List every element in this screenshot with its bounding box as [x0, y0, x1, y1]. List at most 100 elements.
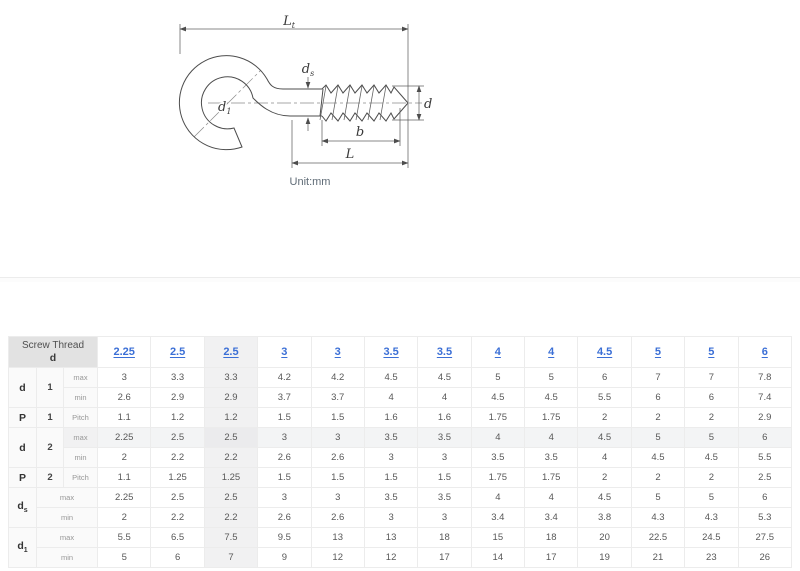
value-cell: 3	[257, 487, 312, 508]
value-cell: 4.3	[630, 507, 686, 528]
value-cell: 7.5	[203, 527, 259, 548]
value-cell: 5.5	[737, 447, 793, 468]
table-row: d 1 max 3 3.3 3.3 4.2 4.2 4.5 4.5 5 5 6 7 7 7.8	[8, 367, 793, 408]
column-header-link[interactable]: 3	[310, 336, 365, 368]
value-cell: 3.5	[470, 447, 526, 468]
row-label-d1: d1	[8, 527, 37, 568]
value-cell: 1.5	[417, 467, 472, 488]
row-label-min: min	[62, 447, 99, 468]
value-cell: 3.7	[257, 387, 312, 408]
column-header-link[interactable]: 3	[257, 336, 312, 368]
column-header-link[interactable]: 6	[737, 336, 793, 368]
value-cell: 3	[257, 427, 312, 448]
thread-flanks	[319, 85, 387, 121]
value-cell: 4.5	[524, 387, 579, 408]
unit-note: Unit:mm	[289, 176, 331, 188]
value-cell: 3	[97, 367, 152, 388]
column-header-link[interactable]: 4	[470, 336, 526, 368]
value-cell: 3.5	[417, 487, 472, 508]
column-header-link[interactable]: 4.5	[577, 336, 632, 368]
value-cell: 2	[684, 467, 739, 488]
value-cell: 3.5	[524, 447, 579, 468]
value-cell: 4.5	[470, 387, 526, 408]
value-cell: 21	[630, 547, 686, 568]
value-cell: 2.25	[97, 487, 152, 508]
value-cell: 1.5	[363, 467, 419, 488]
value-cell: 1.25	[150, 467, 205, 488]
value-cell: 3	[310, 487, 365, 508]
value-cell: 17	[417, 547, 472, 568]
table-row: P 2 Pitch 1.1 1.25 1.25 1.5 1.5 1.5 1.5 1.75 1.75 2 2…	[8, 467, 793, 488]
value-cell: 4.5	[577, 487, 632, 508]
value-cell: 2	[630, 467, 686, 488]
value-cell: 2.9	[203, 387, 259, 408]
value-cell: 1.75	[470, 467, 526, 488]
value-cell: 2.6	[310, 507, 365, 528]
value-cell: 2.9	[150, 387, 205, 408]
value-cell: 7.4	[737, 387, 793, 408]
total-length-label: Lt	[282, 14, 296, 30]
value-cell: 2.9	[737, 407, 793, 428]
column-header-link[interactable]: 4	[524, 336, 579, 368]
value-cell: 1.1	[97, 467, 152, 488]
value-cell: 1.5	[257, 467, 312, 488]
value-cell: 17	[524, 547, 579, 568]
value-cell: 7	[203, 547, 259, 568]
row-label-pitch: Pitch	[62, 407, 99, 428]
hook-outline	[178, 55, 322, 151]
column-header-link[interactable]: 5	[630, 336, 686, 368]
table-row: min 2 2.2 2.2 2.6 2.6 3 3 3.4 3.4 3.8 4.3 4.3 5.3	[9, 507, 793, 528]
value-cell: 5	[630, 487, 686, 508]
row-label-min: min	[62, 387, 99, 408]
value-cell: 3	[417, 447, 472, 468]
value-cell: 3.7	[310, 387, 365, 408]
row-label-1: 1	[36, 407, 64, 428]
value-cell: 5	[630, 427, 686, 448]
column-header-link[interactable]: 3.5	[363, 336, 419, 368]
value-cell: 3	[363, 447, 419, 468]
value-cell: 1.75	[524, 467, 579, 488]
value-cell: 2	[577, 407, 632, 428]
column-header-link[interactable]: 2.25	[97, 336, 152, 368]
value-cell: 1.5	[310, 407, 365, 428]
value-cell: 6	[630, 387, 686, 408]
column-header-link[interactable]: 5	[684, 336, 739, 368]
row-label-ds: ds	[8, 487, 37, 528]
screw-length-label: L	[345, 147, 355, 162]
dimension-total-length: Lt	[179, 14, 409, 168]
value-cell: 2.6	[257, 447, 312, 468]
shank-diameter-label: ds	[302, 62, 314, 78]
value-cell: 4.5	[684, 447, 739, 468]
value-cell: 1.5	[310, 467, 365, 488]
value-cell: 4	[417, 387, 472, 408]
value-cell: 2.6	[257, 507, 312, 528]
value-cell: 4.2	[310, 367, 365, 388]
value-cell: 3.3	[203, 367, 259, 388]
dimension-shank-diameter: ds	[302, 62, 314, 131]
value-cell: 2.5	[203, 487, 259, 508]
row-label-max: max	[62, 427, 99, 448]
value-cell: 5	[684, 427, 739, 448]
value-cell: 4.5	[577, 427, 632, 448]
table-body: d 1 max 3 3.3 3.3 4.2 4.2 4.5 4.5 5 5 6 7 7 7.8 min 2.6 2.…	[8, 367, 793, 568]
value-cell: 19	[577, 547, 632, 568]
column-header-link[interactable]: 3.5	[417, 336, 472, 368]
value-cell: 4	[524, 427, 579, 448]
column-header-link[interactable]: 2.5	[150, 336, 205, 368]
value-cell: 2.5	[737, 467, 793, 488]
table-corner-header: Screw Thread d	[7, 336, 99, 368]
value-cell: 3.5	[363, 427, 419, 448]
dimension-thread-length: b	[321, 108, 401, 146]
value-cell: 15	[470, 527, 526, 548]
value-cell: 4	[524, 487, 579, 508]
row-label-2: 2	[36, 427, 64, 468]
value-cell: 4.2	[257, 367, 312, 388]
value-cell: 20	[577, 527, 632, 548]
value-cell: 6	[737, 487, 793, 508]
value-cell: 22.5	[630, 527, 686, 548]
column-header-link[interactable]: 2.5	[203, 336, 259, 368]
value-cell: 2.5	[150, 427, 205, 448]
screw-thread-spec-table: Screw Thread d 2.25 2.5 2.5 3 3 3.5 3.5 4 4 4.5 5 5 6 …	[7, 336, 793, 568]
table-head: Screw Thread d 2.25 2.5 2.5 3 3 3.5 3.5 4 4 4.5 5 5 6	[7, 336, 793, 368]
row-label-p: P	[8, 467, 37, 488]
